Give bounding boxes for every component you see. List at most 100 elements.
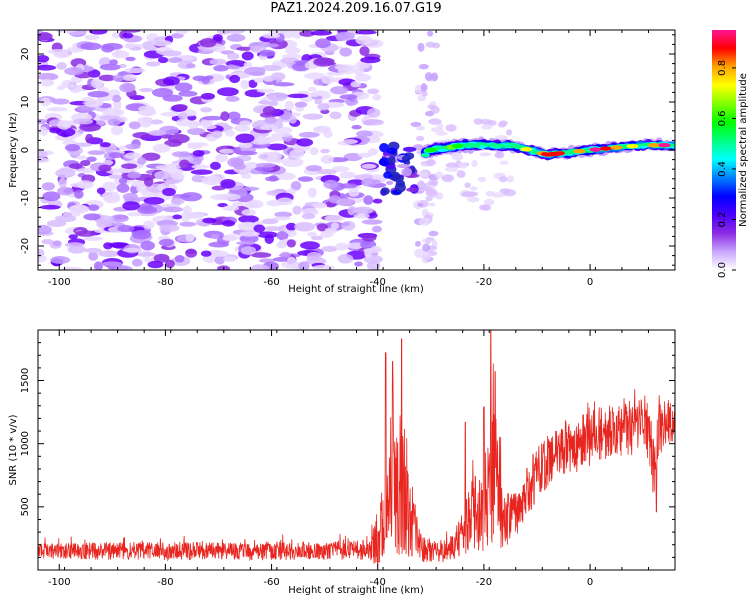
spectrogram-cell xyxy=(421,251,432,261)
spectrogram-cell xyxy=(202,217,217,224)
spectrogram-cell xyxy=(162,187,176,197)
x-tick-label: -80 xyxy=(157,577,173,588)
spectrogram-cell xyxy=(222,256,237,262)
spectrogram-cell xyxy=(339,47,352,57)
spectrogram-cell xyxy=(354,206,374,215)
spectrogram-cell xyxy=(288,115,297,124)
spectrogram-cell xyxy=(301,213,316,220)
spectrogram-cell xyxy=(171,172,185,181)
spectrogram-cell xyxy=(233,163,246,170)
spectrogram-cell xyxy=(227,52,240,60)
y-tick-label: 1500 xyxy=(20,368,31,393)
spectrogram-cell xyxy=(647,143,660,148)
spectrogram-cell xyxy=(137,117,153,124)
spectrogram-cell xyxy=(54,215,77,223)
spectrogram-cell xyxy=(253,224,266,233)
spectrogram-cell xyxy=(272,216,291,221)
spectrogram-cell xyxy=(317,103,330,111)
spectrogram-cell xyxy=(209,58,227,66)
snr-ylabel: SNR (10 * v/v) xyxy=(8,414,19,485)
spectrogram-cell xyxy=(179,221,197,227)
spectrogram-cell xyxy=(128,121,141,130)
spectrogram-cell xyxy=(353,213,370,219)
spectrogram-cell xyxy=(425,159,436,166)
spectrogram-cell xyxy=(153,253,170,263)
spectrogram-cell xyxy=(410,121,422,127)
spectrogram-cell xyxy=(162,76,180,86)
spectrogram-cell xyxy=(143,220,155,230)
spectrogram-cell xyxy=(236,46,253,51)
x-tick-label: -60 xyxy=(263,577,279,588)
spectrogram-cell xyxy=(324,214,344,223)
spectrogram-cell xyxy=(256,88,275,93)
spectrogram-cell xyxy=(157,56,169,64)
spectrogram-cell xyxy=(103,242,113,250)
x-tick-label: -20 xyxy=(476,277,492,288)
x-tick-label: -60 xyxy=(263,277,279,288)
spectrogram-cell xyxy=(124,143,141,150)
spectrogram-cell xyxy=(456,170,466,179)
spectrogram-cell xyxy=(470,186,478,191)
spectrogram-cell xyxy=(122,74,138,81)
spectrogram-cell xyxy=(114,265,133,270)
spectrogram-cell xyxy=(264,116,277,124)
y-tick-label: 0 xyxy=(20,147,31,153)
spectrogram-cell xyxy=(85,133,94,144)
spectrogram-cell xyxy=(179,159,190,169)
spectrogram-cell xyxy=(480,124,493,130)
spectrogram-cell xyxy=(170,33,184,39)
spectrogram-cell xyxy=(336,198,355,206)
spectrogram-cell xyxy=(111,94,122,103)
spectrogram-cell xyxy=(226,30,246,35)
spectrogram-cell xyxy=(41,182,55,191)
spectrogram-cell xyxy=(38,149,48,159)
x-tick-label: -100 xyxy=(48,277,71,288)
spectrogram-cell xyxy=(421,90,428,97)
spectrogram-cell xyxy=(255,162,276,168)
spectrogram-cell xyxy=(234,125,251,132)
spectrogram-cell xyxy=(96,187,106,195)
spectrogram-cell xyxy=(435,192,444,200)
spectrogram-cell xyxy=(155,165,171,170)
spectrogram-cell xyxy=(421,154,431,157)
spectrogram-cell xyxy=(402,146,417,152)
spectrogram-xlabel: Height of straight line (km) xyxy=(288,284,424,295)
spectrogram-cell xyxy=(201,175,223,186)
spectrogram-cell xyxy=(239,120,252,127)
spectrogram-cell xyxy=(434,171,444,179)
spectrogram-cell xyxy=(502,189,517,197)
spectrogram-cell xyxy=(457,162,468,169)
colorbar: 0.0 0.2 0.4 0.6 0.8 Normalized spectral ampl… xyxy=(712,30,749,278)
spectrogram-cell xyxy=(57,186,74,196)
spectrogram-cell xyxy=(175,30,189,35)
spectrogram-cell xyxy=(239,234,259,244)
spectrogram-cell xyxy=(210,161,221,170)
spectrogram-cell xyxy=(337,67,356,75)
spectrogram-cell xyxy=(380,187,390,195)
spectrogram-cell xyxy=(286,239,296,248)
spectrogram-cell xyxy=(354,261,363,267)
spectrogram-cell xyxy=(313,126,331,132)
spectrogram-cell xyxy=(38,126,48,136)
spectrogram-cell xyxy=(173,104,188,111)
spectrogram-cell xyxy=(98,74,116,82)
spectrogram-cell xyxy=(112,74,124,82)
spectrogram-cell xyxy=(174,82,193,92)
spectrogram-cell xyxy=(289,149,305,159)
y-tick-label: 10 xyxy=(20,96,31,109)
spectrogram-cell xyxy=(122,82,135,92)
spectrogram-cell xyxy=(499,120,508,126)
spectrogram-cell xyxy=(55,168,76,179)
spectrogram-cell xyxy=(610,145,623,150)
spectrogram-cell xyxy=(172,214,183,220)
spectrogram-cell xyxy=(387,155,396,166)
spectrogram-cell xyxy=(330,222,340,230)
spectrogram-cell xyxy=(164,259,175,269)
spectrogram-cell xyxy=(286,256,297,267)
spectrogram-cell xyxy=(372,198,383,204)
spectrogram-cell xyxy=(57,119,72,130)
spectrogram-cell xyxy=(87,150,106,156)
spectrogram-cell xyxy=(477,176,487,183)
spectrogram-cell xyxy=(265,43,280,48)
